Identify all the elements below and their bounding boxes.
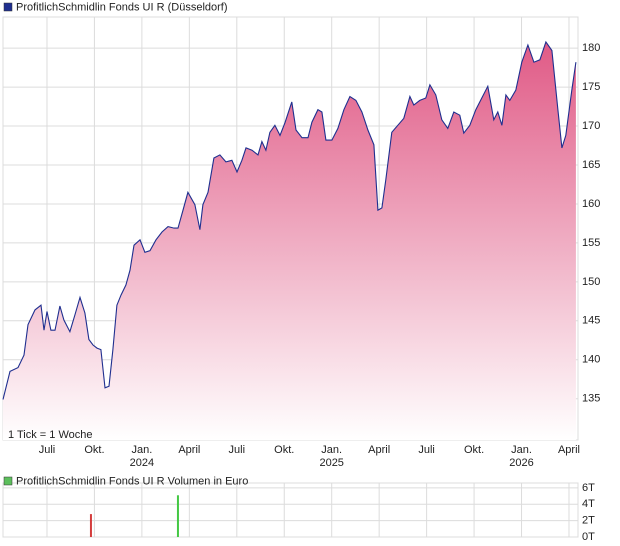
y-tick-label: 0T — [582, 531, 595, 543]
x-tick-label: Jan. — [511, 444, 532, 456]
legend-swatch — [3, 476, 13, 486]
x-tick-label: Juli — [39, 444, 56, 456]
y-tick-label: 165 — [582, 159, 600, 171]
x-tick-label: April — [368, 444, 390, 456]
x-tick-label: Okt. — [84, 444, 104, 456]
y-tick-label: 4T — [582, 498, 595, 510]
x-tick-year: 2024 — [130, 457, 154, 469]
y-tick-label: 140 — [582, 354, 600, 366]
x-tick-label: April — [178, 444, 200, 456]
y-tick-label: 6T — [582, 482, 595, 494]
y-tick-label: 155 — [582, 237, 600, 249]
legend-swatch — [3, 2, 13, 12]
area — [3, 41, 576, 441]
x-tick-label: Okt. — [464, 444, 484, 456]
y-tick-label: 135 — [582, 393, 600, 405]
plot-background — [2, 482, 579, 538]
x-tick-label: Juli — [418, 444, 435, 456]
y-tick-label: 170 — [582, 120, 600, 132]
x-tick-label: April — [558, 444, 580, 456]
x-tick-label: Okt. — [274, 444, 294, 456]
y-tick-label: 150 — [582, 276, 600, 288]
y-tick-label: 175 — [582, 81, 600, 93]
x-tick-label: Juli — [229, 444, 246, 456]
legend-label: ProfitlichSchmidlin Fonds UI R Volumen i… — [16, 475, 248, 487]
x-tick-year: 2026 — [509, 457, 533, 469]
x-tick-year: 2025 — [319, 457, 343, 469]
legend-label: ProfitlichSchmidlin Fonds UI R (Düsseldo… — [16, 1, 228, 13]
volume-bar — [89, 514, 92, 537]
x-tick-label: Jan. — [321, 444, 342, 456]
y-tick-label: 180 — [582, 42, 600, 54]
volume-bar — [176, 495, 179, 537]
y-tick-label: 145 — [582, 315, 600, 327]
y-tick-label: 160 — [582, 198, 600, 210]
x-tick-label: Jan. — [131, 444, 152, 456]
annotation: 1 Tick = 1 Woche — [8, 429, 92, 441]
price-line — [2, 40, 577, 400]
y-tick-label: 2T — [582, 515, 595, 527]
